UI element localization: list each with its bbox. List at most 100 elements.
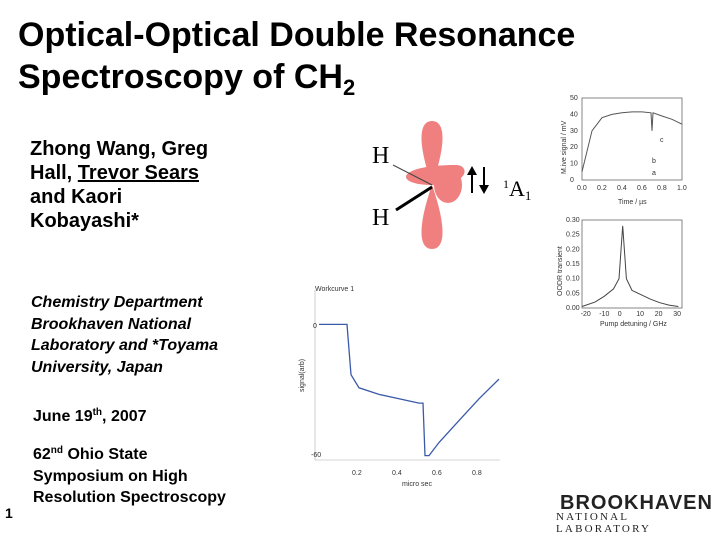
date-suffix: , 2007 bbox=[102, 408, 147, 425]
x-tick-label: 0.6 bbox=[432, 470, 442, 477]
atom-h-top: H bbox=[372, 143, 389, 169]
conference-line-1: 62nd Ohio State bbox=[33, 440, 273, 466]
annotation-a: a bbox=[652, 170, 656, 177]
title-subscript: 2 bbox=[342, 75, 356, 100]
c-h-bond-bottom bbox=[395, 185, 433, 212]
author-line-2: Hall, Trevor Sears bbox=[30, 161, 280, 185]
signal-trace bbox=[319, 323, 500, 457]
logo-brookhaven: BROOKHAVEN bbox=[560, 492, 713, 514]
y-tick-label: 0 bbox=[570, 177, 574, 184]
annotation-b: b bbox=[652, 158, 656, 165]
y-tick-label: 0.20 bbox=[566, 246, 580, 253]
title-line-2: Spectroscopy of CH2 bbox=[18, 56, 658, 109]
logo-national-laboratory: NATIONAL LABORATORY bbox=[556, 511, 652, 535]
author-line-4: Kobayashi* bbox=[30, 210, 139, 232]
conference-line-1-rest: Ohio State bbox=[63, 446, 148, 463]
date-ordinal: th bbox=[92, 407, 103, 418]
x-tick-label: 0 bbox=[618, 311, 622, 318]
affiliation-line: Chemistry Department bbox=[31, 294, 203, 311]
presenting-author: Trevor Sears bbox=[77, 162, 199, 184]
x-tick-label: 0.2 bbox=[352, 470, 362, 477]
c-h-bond-top bbox=[392, 164, 433, 186]
electronic-state-label: 1A1 bbox=[503, 176, 531, 203]
y-tick-label: 30 bbox=[570, 128, 578, 135]
x-axis-label: Pump detuning / GHz bbox=[600, 321, 667, 328]
x-tick-label: 30 bbox=[673, 311, 681, 318]
ch2-orbital-diagram: H H 1A1 bbox=[372, 121, 531, 249]
y-axis-label: OODR transient bbox=[557, 246, 564, 296]
x-tick-label: -10 bbox=[599, 311, 609, 318]
x-tick-label: 0.8 bbox=[472, 470, 482, 477]
state-subscript: 1 bbox=[525, 188, 532, 203]
oodr-detuning-chart: 0.30 0.25 0.20 0.15 0.10 0.05 0.00 -20 -10 0 10 20… bbox=[557, 217, 683, 328]
y-axis-label: M.ive signal / mV bbox=[561, 120, 568, 174]
slide-title: Optical-Optical Double Resonance Spectro… bbox=[18, 14, 658, 109]
y-axis-ticks: 50 40 30 20 10 0 bbox=[570, 95, 578, 184]
annotation-c: c bbox=[660, 137, 664, 144]
y-tick-label: 20 bbox=[570, 144, 578, 151]
x-tick-label: -20 bbox=[581, 311, 591, 318]
y-tick-label: -60 bbox=[311, 452, 321, 459]
spin-up-arrowhead bbox=[467, 166, 477, 175]
x-tick-label: 1.0 bbox=[677, 185, 687, 192]
plot-frame bbox=[581, 97, 683, 181]
x-tick-label: 0.4 bbox=[617, 185, 627, 192]
date-prefix: June 19 bbox=[33, 408, 93, 425]
y-tick-label: 0.10 bbox=[566, 276, 580, 283]
y-tick-label: 0 bbox=[313, 323, 317, 330]
x-tick-label: 0.0 bbox=[577, 185, 587, 192]
plot-frame bbox=[581, 219, 683, 309]
conference-line-3: Resolution Spectroscopy bbox=[33, 489, 226, 506]
author-line-1: Zhong Wang, Greg bbox=[30, 138, 209, 160]
x-axis-ticks: 0.0 0.2 0.4 0.6 0.8 1.0 bbox=[577, 185, 687, 192]
affiliation-line: University, Japan bbox=[31, 358, 163, 376]
x-axis-label: micro sec bbox=[402, 481, 432, 488]
y-axis-label: signal(arb) bbox=[299, 359, 306, 392]
x-tick-label: 0.2 bbox=[597, 185, 607, 192]
spin-down-arrowhead bbox=[479, 185, 489, 194]
x-tick-label: 0.6 bbox=[637, 185, 647, 192]
y-tick-label: 0.30 bbox=[566, 217, 580, 224]
y-tick-label: 0.15 bbox=[566, 261, 580, 268]
presentation-date: June 19th, 2007 bbox=[33, 407, 147, 426]
author-list: Zhong Wang, Greg Hall, Trevor Sears and … bbox=[30, 137, 280, 233]
y-axis-ticks: 0.30 0.25 0.20 0.15 0.10 0.05 0.00 bbox=[566, 217, 580, 312]
time-signal-chart: Workcurve 1 0 -60 0.2 0.4 0.6 0.8 micro sec… bbox=[299, 286, 500, 488]
lobe-up bbox=[421, 121, 443, 185]
affiliation-line: Laboratory and *Toyama bbox=[31, 337, 219, 354]
x-tick-label: 0.4 bbox=[392, 470, 402, 477]
lobe-side bbox=[434, 167, 462, 203]
signal-trace bbox=[581, 111, 683, 172]
affiliation-line: Brookhaven National bbox=[31, 315, 192, 333]
x-axis-ticks: -20 -10 0 10 20 30 bbox=[581, 311, 681, 318]
x-tick-label: 0.8 bbox=[657, 185, 667, 192]
author-text: Hall, bbox=[30, 162, 78, 184]
y-tick-label: 10 bbox=[570, 161, 578, 168]
y-tick-label: 0.05 bbox=[566, 290, 580, 297]
conference-ordinal: nd bbox=[50, 445, 64, 456]
conference-info: 62nd Ohio State Symposium on High Resolu… bbox=[33, 440, 273, 509]
signal-time-chart: 50 40 30 20 10 0 0.0 0.2 0.4 0.6 0.8 1.0 c b a Tim… bbox=[561, 95, 687, 206]
y-tick-label: 40 bbox=[570, 111, 578, 118]
lobe-down bbox=[421, 185, 443, 249]
x-axis-label: Time / µs bbox=[618, 199, 647, 206]
x-tick-label: 10 bbox=[636, 311, 644, 318]
title-line-2-text: Spectroscopy of CH bbox=[18, 58, 343, 96]
state-symbol: A bbox=[509, 176, 525, 201]
x-tick-label: 20 bbox=[655, 311, 663, 318]
y-tick-label: 50 bbox=[570, 95, 578, 102]
x-axis-ticks: 0.2 0.4 0.6 0.8 bbox=[352, 470, 482, 477]
orbital-lobes bbox=[405, 121, 465, 249]
y-tick-label: 0.25 bbox=[566, 232, 580, 239]
conference-number: 62 bbox=[33, 446, 51, 463]
conference-line-2: Symposium on High bbox=[33, 467, 188, 485]
affiliation: Chemistry Department Brookhaven National… bbox=[31, 292, 271, 378]
atom-h-bottom: H bbox=[372, 205, 389, 231]
slide-number: 1 bbox=[5, 505, 13, 521]
title-line-1: Optical-Optical Double Resonance bbox=[18, 16, 576, 54]
state-superscript: 1 bbox=[503, 177, 509, 191]
panel-label: Workcurve 1 bbox=[315, 286, 354, 293]
y-tick-label: 0.00 bbox=[566, 305, 580, 312]
author-line-3: and Kaori bbox=[30, 186, 123, 208]
oodr-trace bbox=[581, 225, 679, 307]
